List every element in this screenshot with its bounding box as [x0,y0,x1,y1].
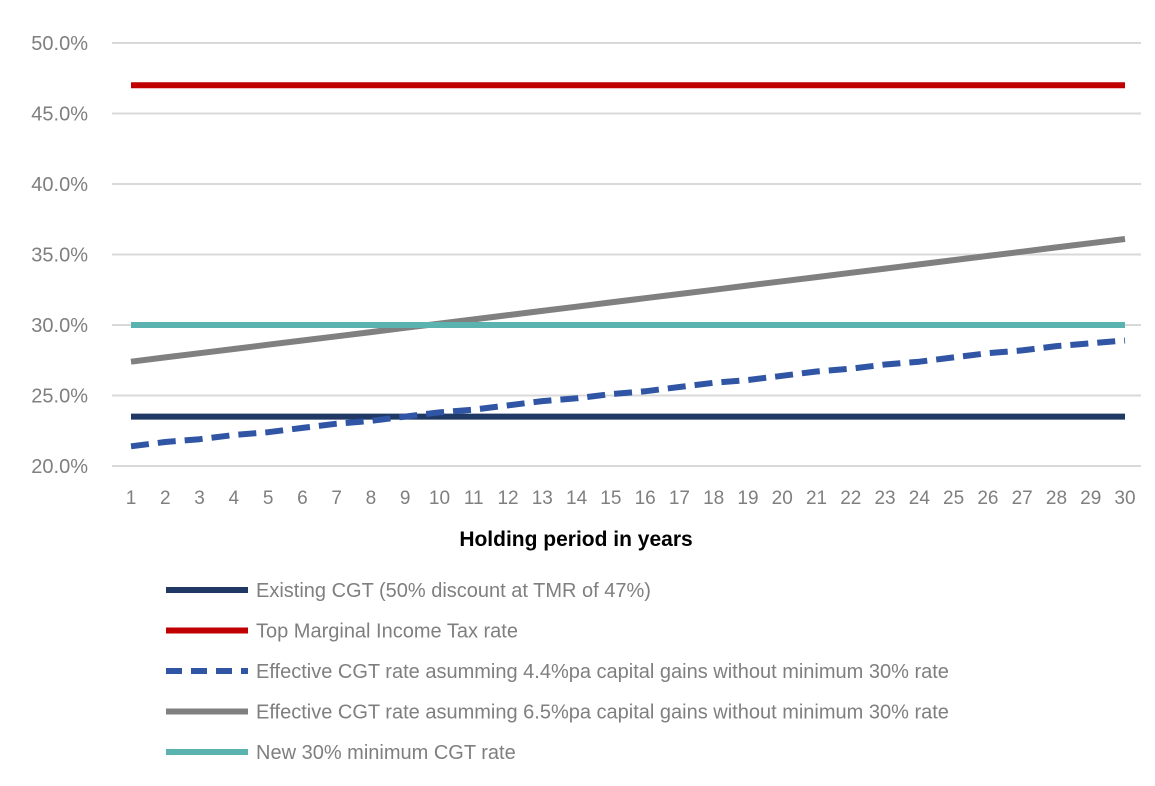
y-axis-ticks: 20.0% 25.0% 30.0% 35.0% 40.0% 45.0% 50.0% [31,33,88,478]
x-tick-label: 18 [703,488,724,509]
x-tick-label: 22 [840,488,861,509]
x-tick-label: 25 [943,488,964,509]
y-tick-label: 50.0% [31,33,88,55]
x-tick-label: 14 [566,488,588,509]
x-tick-label: 23 [874,488,895,509]
x-tick-label: 7 [331,488,342,509]
x-tick-label: 28 [1046,488,1067,509]
y-tick-label: 25.0% [31,386,88,408]
x-tick-label: 10 [429,488,450,509]
x-tick-label: 13 [532,488,553,509]
x-tick-label: 30 [1114,488,1135,509]
legend-label: Existing CGT (50% discount at TMR of 47%… [256,580,651,602]
x-tick-label: 27 [1012,488,1033,509]
legend-label: Top Marginal Income Tax rate [256,621,518,643]
x-tick-label: 17 [669,488,690,509]
x-tick-label: 3 [194,488,205,509]
x-tick-label: 16 [635,488,656,509]
x-tick-label: 21 [806,488,827,509]
y-tick-label: 20.0% [31,456,88,478]
x-tick-label: 24 [909,488,931,509]
x-tick-label: 6 [297,488,308,509]
x-axis-ticks: 1 2 3 4 5 6 7 8 9 10 11 12 13 14 15 16 17 18 19 20 21 22 23 24 2… [126,488,1136,509]
x-tick-label: 5 [263,488,274,509]
legend-label: Effective CGT rate asumming 4.4%pa capit… [256,661,949,683]
x-tick-label: 12 [497,488,518,509]
y-tick-label: 30.0% [31,315,88,337]
x-tick-label: 11 [464,488,484,509]
series-lines [130,82,1126,450]
y-tick-label: 40.0% [31,174,88,196]
legend-label: Effective CGT rate asumming 6.5%pa capit… [256,702,949,724]
x-tick-label: 8 [366,488,377,509]
x-tick-label: 26 [977,488,998,509]
x-tick-label: 19 [737,488,758,509]
x-axis-label: Holding period in years [459,528,692,551]
legend: Existing CGT (50% discount at TMR of 47%… [166,580,949,764]
x-tick-label: 20 [772,488,793,509]
legend-label: New 30% minimum CGT rate [256,742,516,764]
x-tick-label: 15 [600,488,621,509]
x-tick-label: 9 [400,488,411,509]
series-line-3 [130,337,1126,450]
y-tick-label: 35.0% [31,245,88,267]
x-tick-label: 1 [126,488,137,509]
y-tick-label: 45.0% [31,104,88,126]
x-tick-label: 4 [229,488,240,509]
x-tick-label: 2 [160,488,171,509]
x-tick-label: 29 [1080,488,1101,509]
series-line-4 [130,236,1126,365]
